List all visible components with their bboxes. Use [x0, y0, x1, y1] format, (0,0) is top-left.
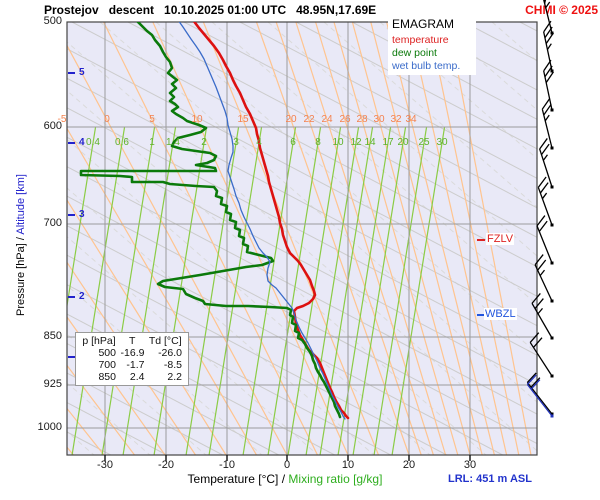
x-axis-label-temp: Temperature [°C] — [187, 472, 279, 486]
pressure-tick-label: 700 — [43, 217, 62, 229]
levels-table: p [hPa] T Td [°C] 500 -16.9 -26.0 700 -1.7 -8.5 8… — [75, 332, 189, 386]
legend-wetbulb: wet bulb temp. — [392, 60, 461, 72]
plot-border — [66, 21, 538, 456]
y-axis-label-altitude: Altitude [km] — [15, 174, 27, 235]
isotherm-label: -5 — [57, 114, 67, 125]
isotherm-label: 28 — [356, 114, 368, 125]
wind-barb — [526, 372, 554, 416]
mixing-ratio-label: 6 — [290, 137, 296, 148]
pressure-tick-label: 850 — [43, 330, 62, 342]
table-cell: 850 — [98, 371, 116, 383]
wind-barb — [531, 292, 554, 340]
table-cell: 2.4 — [129, 371, 145, 383]
mixing-ratio-label: 17 — [382, 137, 394, 148]
legend-title: EMAGRAM — [392, 17, 455, 31]
mixing-ratio-label: 2 — [201, 137, 207, 148]
wind-barb — [537, 176, 554, 227]
altitude-tick-label: 4 — [79, 137, 85, 148]
mixing-ratio-label: 0.6 — [115, 137, 129, 148]
copyright-text: CHMI © 2025 — [525, 3, 598, 17]
table-cell: -1.7 — [126, 359, 145, 371]
isotherm-label: 15 — [237, 114, 249, 125]
fzlv-label: FZLV — [486, 233, 515, 245]
altitude-tick-label: 3 — [79, 209, 85, 220]
table-cell: 500 — [98, 347, 116, 359]
temp-tick-label: 0 — [283, 459, 291, 471]
table-cell: 2.2 — [167, 371, 182, 383]
legend-temperature: temperature — [392, 34, 449, 46]
temperature-curve — [192, 22, 350, 420]
table-header-row: p [hPa] T Td [°C] — [80, 335, 184, 347]
wind-barb — [543, 20, 554, 73]
isotherm-label: 32 — [390, 114, 402, 125]
isotherm-label: 0 — [104, 114, 110, 125]
table-header-cell: p [hPa] — [82, 335, 116, 347]
wind-barb — [536, 215, 554, 265]
isotherm-label: 30 — [373, 114, 385, 125]
wetbulb-curve — [178, 22, 346, 420]
isotherm-label: 22 — [303, 114, 315, 125]
isotherm-label: 34 — [405, 114, 417, 125]
mixing-ratio-label: 4 — [256, 137, 262, 148]
mixing-ratio-label: 14 — [364, 137, 376, 148]
wind-barb — [541, 98, 554, 150]
temp-tick-label: -20 — [158, 459, 174, 471]
altitude-tick-label: 2 — [79, 291, 85, 302]
pressure-tick-label: 925 — [43, 378, 62, 390]
temp-tick-label: 30 — [463, 459, 477, 471]
isotherm-label: 24 — [321, 114, 333, 125]
y-axis-label: Pressure [hPa] / Altitude [km] — [15, 105, 31, 385]
x-axis-label-mixing: Mixing ratio [g/kg] — [288, 472, 383, 486]
pressure-tick-label: 500 — [43, 15, 62, 27]
wind-barb — [539, 138, 554, 189]
wind-barb — [526, 374, 554, 418]
table-row: 850 2.4 2.2 — [80, 371, 184, 383]
table-row: 700 -1.7 -8.5 — [80, 359, 184, 371]
wind-barb — [543, 59, 554, 112]
x-axis-label-sep: / — [278, 472, 289, 486]
x-axis-label: Temperature [°C] / Mixing ratio [g/kg] — [120, 472, 450, 486]
pressure-tick-label: 1000 — [37, 421, 62, 433]
mixing-ratio-label: 25 — [418, 137, 430, 148]
mixing-ratio-label: 12 — [350, 137, 362, 148]
mixing-ratio-label: 30 — [436, 137, 448, 148]
wind-barb — [543, 0, 554, 35]
mixing-ratio-label: 10 — [332, 137, 344, 148]
table-cell: -8.5 — [163, 359, 182, 371]
y-axis-label-sep: / — [15, 234, 27, 244]
wind-barb — [534, 254, 554, 303]
altitude-tick-label: 5 — [79, 67, 85, 78]
table-header-cell: Td [°C] — [148, 335, 182, 347]
isotherm-label: 10 — [191, 114, 203, 125]
mixing-ratio-label: 1.4 — [166, 137, 180, 148]
wbzl-label: WBZL — [484, 308, 517, 320]
dewpoint-curve — [79, 22, 342, 419]
legend: EMAGRAM temperature dew point wet bulb t… — [388, 16, 476, 75]
temp-tick-label: -10 — [219, 459, 235, 471]
isotherm-label: 5 — [149, 114, 155, 125]
temp-tick-label: -30 — [97, 459, 113, 471]
table-header-cell: T — [129, 335, 136, 347]
temp-tick-label: 20 — [402, 459, 416, 471]
isotherm-label: 20 — [285, 114, 297, 125]
mixing-ratio-label: 3 — [233, 137, 239, 148]
table-cell: -16.9 — [120, 347, 145, 359]
lrl-label: LRL: 451 m ASL — [448, 473, 532, 485]
mixing-ratio-label: 8 — [315, 137, 321, 148]
temp-tick-label: 10 — [341, 459, 355, 471]
table-cell: 700 — [98, 359, 116, 371]
table-row: 500 -16.9 -26.0 — [80, 347, 184, 359]
mixing-ratio-label: 1 — [149, 137, 155, 148]
mixing-ratio-label: 0.4 — [86, 137, 100, 148]
y-axis-label-pressure: Pressure [hPa] — [15, 243, 27, 316]
mixing-ratio-label: 20 — [397, 137, 409, 148]
isotherm-label: 26 — [339, 114, 351, 125]
wind-barb — [529, 332, 554, 378]
page-title: Prostejov descent 10.10.2025 01:00 UTC 4… — [44, 3, 377, 17]
table-cell: -26.0 — [158, 347, 182, 359]
pressure-tick-label: 600 — [43, 120, 62, 132]
legend-dewpoint: dew point — [392, 47, 437, 59]
